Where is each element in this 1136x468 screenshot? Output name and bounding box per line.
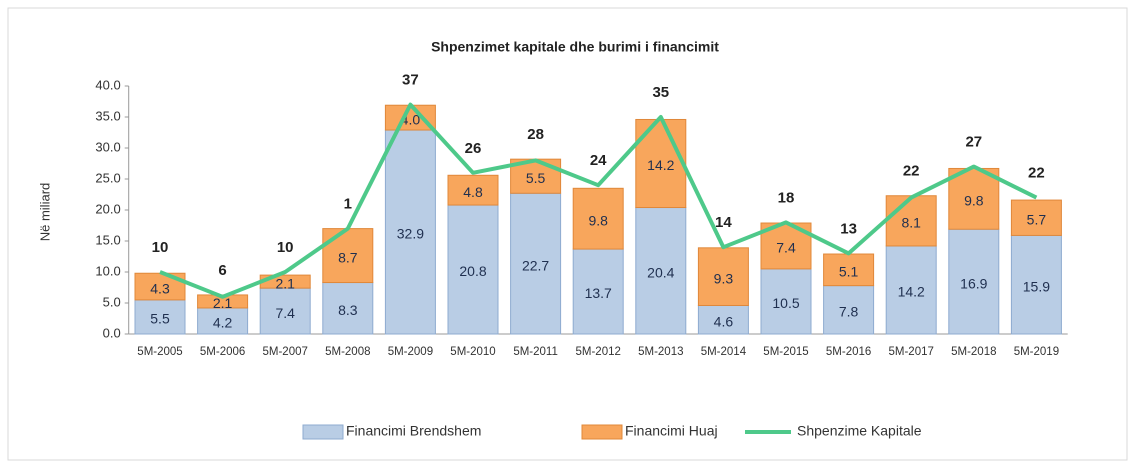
x-tick-label: 5M-2014 (701, 346, 747, 358)
segment-label: 7.8 (839, 304, 859, 320)
total-label: 24 (590, 152, 607, 169)
segment-label: 10.5 (772, 295, 799, 311)
segment-label: 16.9 (960, 275, 987, 291)
total-label: 6 (218, 262, 226, 279)
chart-title: Shpenzimet kapitale dhe burimi i financi… (431, 39, 719, 55)
legend-label: Financimi Brendshem (346, 423, 481, 439)
bar-segment (447, 174, 499, 206)
segment-label: 9.3 (714, 270, 734, 286)
legend-swatch (581, 424, 623, 440)
segment-label: 22.7 (522, 257, 549, 273)
segment-label: 14.2 (898, 284, 925, 300)
segment-label: 7.4 (776, 240, 796, 256)
segment-label: 9.8 (964, 193, 984, 209)
total-label: 37 (402, 72, 419, 89)
x-tick-label: 5M-2012 (576, 346, 621, 358)
segment-label: 2.1 (213, 295, 233, 311)
segment-label: 4.2 (213, 315, 233, 331)
x-tick-label: 5M-2007 (263, 346, 308, 358)
chart-frame (7, 7, 1128, 461)
bar-segment (697, 304, 749, 335)
x-tick-label: 5M-2016 (826, 346, 871, 358)
bar-segment (635, 207, 687, 335)
legend-label: Shpenzime Kapitale (797, 423, 922, 439)
total-label: 10 (277, 239, 294, 256)
total-label: 27 (965, 134, 982, 151)
bar-segment (447, 204, 499, 335)
x-tick-label: 5M-2018 (951, 346, 996, 358)
segment-label: 5.5 (150, 311, 170, 327)
total-label: 1 (344, 196, 352, 213)
segment-label: 20.8 (459, 263, 486, 279)
segment-label: 4.3 (150, 280, 170, 296)
line (159, 102, 1038, 299)
y-tick-label: 15.0 (95, 232, 120, 247)
segment-label: 9.8 (588, 212, 608, 228)
y-tick-label: 35.0 (95, 108, 120, 123)
y-tick-label: 0.0 (103, 325, 121, 340)
bar-segment (572, 248, 624, 335)
bar-segment (948, 167, 1000, 230)
segment-label: 15.9 (1023, 278, 1050, 294)
segment-label: 8.3 (338, 302, 358, 318)
total-label: 26 (465, 140, 482, 157)
total-label: 14 (715, 214, 732, 231)
x-tick-label: 5M-2005 (137, 346, 182, 358)
bar-segment (885, 195, 937, 247)
bar-segment (1010, 199, 1062, 236)
bar-segment (322, 228, 374, 284)
y-tick-label: 30.0 (95, 139, 120, 154)
bar-segment (572, 187, 624, 250)
segment-label: 5.7 (1027, 211, 1047, 227)
segment-label: 5.1 (839, 264, 859, 280)
segment-label: 13.7 (585, 285, 612, 301)
total-label: 35 (652, 84, 669, 101)
y-tick-label: 20.0 (95, 201, 120, 216)
segment-label: 2.1 (275, 275, 295, 291)
y-tick-label: 25.0 (95, 170, 120, 185)
total-label: 22 (1028, 165, 1045, 182)
bar-segment (885, 245, 937, 335)
legend-label: Financimi Huaj (625, 423, 718, 439)
segment-label: 20.4 (647, 264, 674, 280)
total-label: 13 (840, 220, 857, 237)
legend-swatch (302, 424, 344, 440)
bar-segment (322, 282, 374, 335)
bar-segment (1010, 234, 1062, 335)
x-tick-label: 5M-2019 (1014, 346, 1059, 358)
segment-label: 5.5 (526, 170, 546, 186)
bar-segment (760, 268, 812, 335)
x-tick-label: 5M-2011 (513, 346, 558, 358)
x-tick-label: 5M-2015 (763, 346, 808, 358)
y-tick-label: 5.0 (103, 294, 121, 309)
total-label: 22 (903, 163, 920, 180)
bar-segment (510, 192, 562, 335)
segment-label: 4.6 (714, 313, 734, 329)
x-tick-label: 5M-2006 (200, 346, 245, 358)
segment-label: 8.1 (901, 215, 921, 231)
bar-segment (134, 299, 186, 335)
bar-segment (197, 307, 249, 335)
segment-label: 8.7 (338, 249, 358, 265)
x-tick-label: 5M-2013 (638, 346, 683, 358)
y-tick-label: 10.0 (95, 263, 120, 278)
bar-segment (259, 287, 311, 335)
x-tick-label: 5M-2010 (450, 346, 495, 358)
bar-segment (384, 129, 436, 335)
total-label: 18 (778, 189, 795, 206)
x-tick-label: 5M-2009 (388, 346, 433, 358)
segment-label: 14.2 (647, 157, 674, 173)
segment-label: 7.4 (275, 305, 295, 321)
segment-label: 4.8 (463, 184, 483, 200)
x-tick-label: 5M-2017 (889, 346, 934, 358)
total-label: 28 (527, 126, 544, 143)
y-tick-label: 40.0 (95, 77, 120, 92)
segment-label: 32.9 (397, 226, 424, 242)
total-label: 10 (152, 239, 169, 256)
bar-segment (384, 104, 436, 131)
bar-segment (823, 285, 875, 335)
x-tick-label: 5M-2008 (325, 346, 370, 358)
y-axis-label: Në miliard (37, 183, 52, 242)
